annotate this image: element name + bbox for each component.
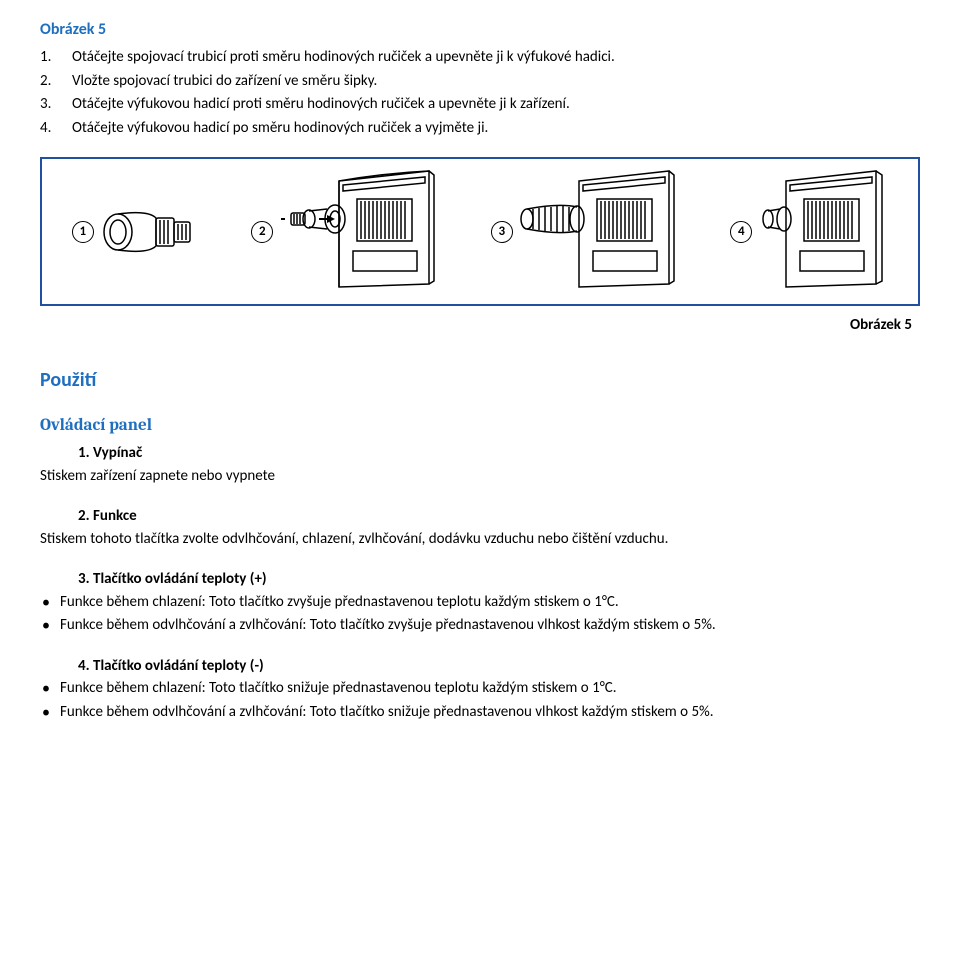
- step-item: 4. Otáčejte výfukovou hadicí po směru ho…: [40, 117, 920, 140]
- step-text: Otáčejte výfukovou hadicí proti směru ho…: [72, 95, 570, 113]
- heading-control-panel: Ovládací panel: [40, 413, 920, 439]
- coupler-icon: [100, 192, 200, 272]
- figure-item-1: 1: [72, 192, 200, 272]
- panel-item-title: Tlačítko ovládání teploty (+): [93, 570, 267, 588]
- panel-item-num: 3.: [78, 570, 90, 588]
- panel-item-1: 1. Vypínač Stiskem zařízení zapnete nebo…: [40, 442, 920, 487]
- panel-item-num: 2.: [78, 507, 90, 525]
- device-attached-icon: [519, 169, 679, 294]
- panel-item-2: 2. Funkce Stiskem tohoto tlačítka zvolte…: [40, 505, 920, 550]
- step-item: 1. Otáčejte spojovací trubicí proti směr…: [40, 46, 920, 69]
- bullet-item: Funkce během odvlhčování a zvlhčování: T…: [40, 614, 920, 637]
- heading-figure-5: Obrázek 5: [40, 18, 920, 42]
- step-num: 4.: [40, 117, 51, 140]
- panel-item-title: Tlačítko ovládání teploty (-): [93, 657, 264, 675]
- bullet-item: Funkce během odvlhčování a zvlhčování: T…: [40, 701, 920, 724]
- device-plain-icon: [758, 169, 888, 294]
- panel-item-3-head: 3. Tlačítko ovládání teploty (+): [40, 568, 920, 591]
- device-insert-icon: [279, 169, 439, 294]
- panel-item-4-bullets: Funkce během chlazení: Toto tlačítko sni…: [40, 677, 920, 723]
- bullet-item: Funkce během chlazení: Toto tlačítko zvy…: [40, 591, 920, 614]
- figure-5-box: 1 2: [40, 157, 920, 306]
- steps-list: 1. Otáčejte spojovací trubicí proti směr…: [40, 46, 920, 139]
- step-num: 2.: [40, 70, 51, 93]
- panel-item-4-head: 4. Tlačítko ovládání teploty (-): [40, 655, 920, 678]
- panel-item-body: Stiskem zařízení zapnete nebo vypnete: [40, 465, 920, 488]
- step-text: Vložte spojovací trubici do zařízení ve …: [72, 72, 377, 90]
- step-item: 2. Vložte spojovací trubici do zařízení …: [40, 70, 920, 93]
- step-num: 3.: [40, 93, 51, 116]
- figure-label-3: 3: [491, 221, 513, 243]
- figure-item-2: 2: [251, 169, 439, 294]
- panel-item-body: Stiskem tohoto tlačítka zvolte odvlhčová…: [40, 528, 920, 551]
- panel-item-title: Funkce: [93, 507, 137, 525]
- figure-item-3: 3: [491, 169, 679, 294]
- figure-label-4: 4: [730, 221, 752, 243]
- panel-item-num: 1.: [78, 444, 90, 462]
- panel-item-num: 4.: [78, 657, 90, 675]
- figure-item-4: 4: [730, 169, 888, 294]
- figure-label-1: 1: [72, 221, 94, 243]
- figure-label-2: 2: [251, 221, 273, 243]
- figure-caption: Obrázek 5: [40, 314, 920, 337]
- step-text: Otáčejte výfukovou hadicí po směru hodin…: [72, 119, 488, 137]
- step-num: 1.: [40, 46, 51, 69]
- heading-usage: Použití: [40, 365, 920, 395]
- step-text: Otáčejte spojovací trubicí proti směru h…: [72, 48, 615, 66]
- step-item: 3. Otáčejte výfukovou hadicí proti směru…: [40, 93, 920, 116]
- panel-item-3-bullets: Funkce během chlazení: Toto tlačítko zvy…: [40, 591, 920, 637]
- bullet-item: Funkce během chlazení: Toto tlačítko sni…: [40, 677, 920, 700]
- panel-item-title: Vypínač: [93, 444, 142, 462]
